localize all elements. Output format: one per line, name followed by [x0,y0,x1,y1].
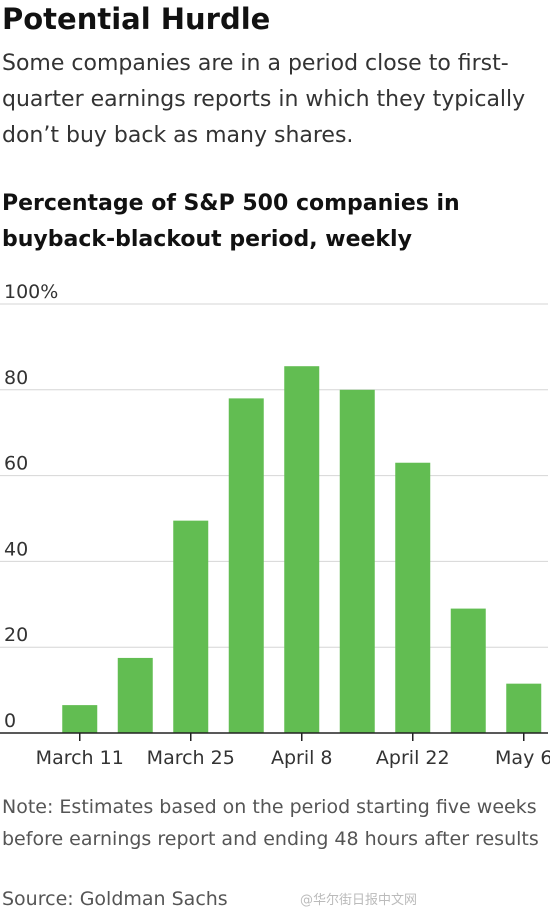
x-tick-label: April 22 [376,747,450,769]
bar-april-15 [339,389,375,733]
chart-title: Percentage of S&P 500 companies in buyba… [2,191,460,252]
x-tick-label: March 25 [147,747,235,769]
bar-chart: 0 20 40 60 80 100% March 11 March 25 April 8 Apr… [0,281,550,769]
bar-march-25 [173,520,209,733]
chart-gridlines [0,303,548,648]
y-tick-label: 0 [4,710,16,732]
x-tick-label: April 8 [271,747,333,769]
x-tick-label: May 6 [495,747,550,769]
bar-march-11 [62,705,98,733]
bar-april-22 [395,462,431,733]
y-tick-label: 100% [4,281,58,303]
bar-march-18 [117,657,153,733]
subheadline: Some companies are in a period close to … [2,51,526,148]
bar-april-8 [284,366,320,733]
chart-source: Source: Goldman Sachs [2,888,228,910]
x-axis [0,732,548,741]
watermark: @华尔街日报中文网 [300,893,418,908]
bar-april-1 [228,398,264,733]
y-tick-label: 60 [4,453,28,475]
y-axis-labels: 0 20 40 60 80 100% [4,281,58,732]
bar-may-6 [506,683,542,733]
x-axis-labels: March 11 March 25 April 8 April 22 May 6 [36,747,550,769]
headline: Potential Hurdle [2,2,271,36]
chart-note: Note: Estimates based on the period star… [2,796,539,850]
y-tick-label: 80 [4,367,28,389]
x-tick-label: March 11 [36,747,124,769]
y-tick-label: 40 [4,538,28,560]
y-tick-label: 20 [4,624,28,646]
bar-april-29 [450,608,486,733]
chart-bars [62,366,542,733]
